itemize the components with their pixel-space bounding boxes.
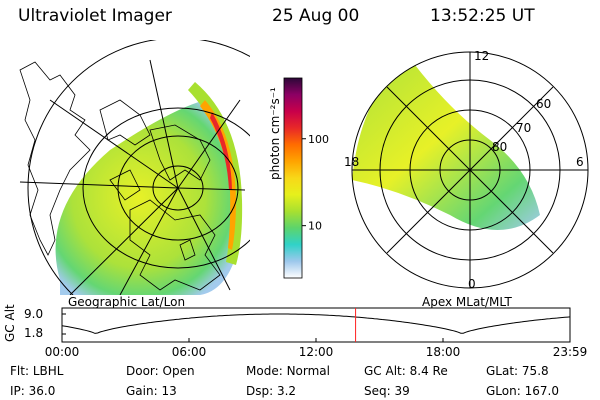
lat-label-70: 70 (516, 121, 531, 135)
mlt-label-6: 6 (576, 155, 584, 169)
altitude-timeline: 00:00 06:00 12:00 18:00 23:59 9.0 1.8 GC Alt (3, 304, 588, 359)
lat-label-60: 60 (536, 97, 551, 111)
timeline-frame (61, 307, 571, 343)
info-glon: GLon: 167.0 (486, 384, 559, 398)
polar-panel-caption: Apex MLat/MLT (422, 295, 512, 309)
colorbar: 100 10 (283, 77, 329, 279)
colorbar-tick-label: 10 (308, 220, 322, 233)
geographic-map (19, 40, 250, 295)
timeline-tick-label: 18:00 (426, 345, 461, 359)
info-dsp: Dsp: 3.2 (246, 384, 297, 398)
coastline-north-america (19, 61, 91, 256)
time-label: 13:52:25 UT (430, 6, 535, 26)
timeline-ylabel: GC Alt (3, 304, 17, 342)
info-door: Door: Open (126, 364, 195, 378)
mlt-label-0: 0 (468, 277, 476, 291)
info-seq: Seq: 39 (364, 384, 410, 398)
info-flt: Flt: LBHL (10, 364, 64, 378)
info-gain: Gain: 13 (126, 384, 177, 398)
info-glat: GLat: 75.8 (486, 364, 549, 378)
info-ip: IP: 36.0 (10, 384, 56, 398)
orbit-altitude-curve (61, 313, 571, 334)
timeline-tick-label: 06:00 (172, 345, 207, 359)
colorbar-label: photon cm⁻²s⁻¹ (268, 87, 282, 180)
instrument-title: Ultraviolet Imager (18, 6, 172, 26)
ytick-9: 9.0 (24, 307, 43, 321)
colorbar-swatch (283, 77, 303, 279)
mlt-label-12: 12 (474, 49, 489, 63)
lat-label-80: 80 (492, 140, 507, 154)
colorbar-tick-label: 100 (308, 133, 329, 146)
polar-plot: 12 18 6 0 60 70 80 (344, 49, 589, 291)
timeline-tick-label: 23:59 (553, 345, 588, 359)
aurora-oval-geo (55, 100, 241, 295)
mlt-label-18: 18 (344, 155, 359, 169)
info-mode: Mode: Normal (246, 364, 330, 378)
info-gc-alt: GC Alt: 8.4 Re (364, 364, 448, 378)
ytick-1.8: 1.8 (24, 326, 43, 340)
geo-panel-caption: Geographic Lat/Lon (68, 295, 186, 309)
timeline-tick-label: 00:00 (45, 345, 80, 359)
date-label: 25 Aug 00 (272, 6, 360, 26)
timeline-tick-label: 12:00 (299, 345, 334, 359)
